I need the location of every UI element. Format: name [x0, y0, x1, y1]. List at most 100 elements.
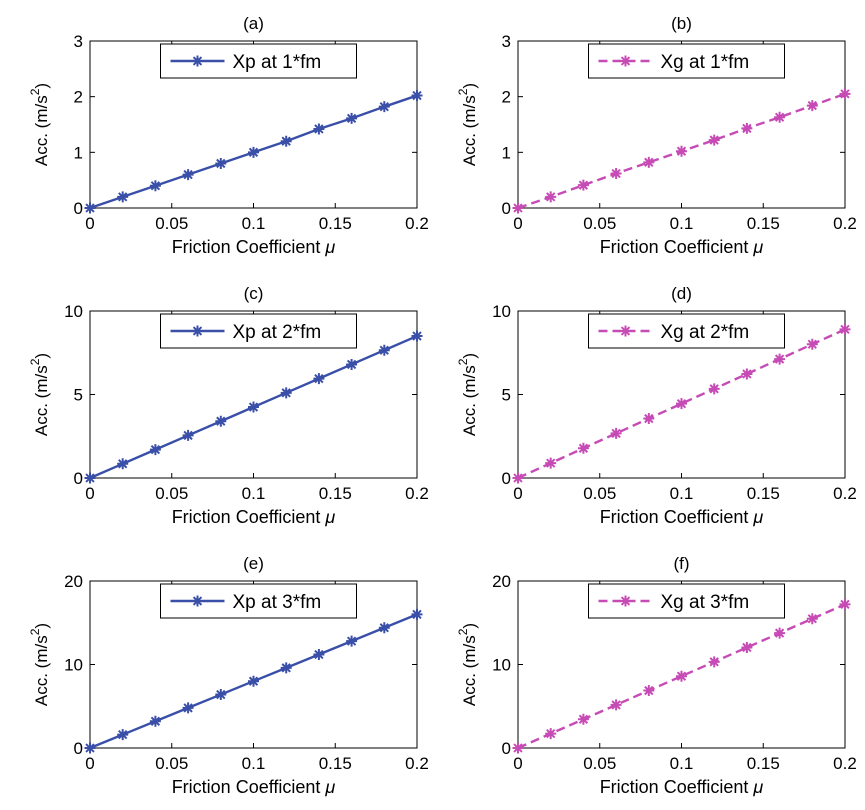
data-point — [84, 472, 96, 484]
y-axis-label: Acc. (m/s2) — [28, 83, 51, 166]
y-tick-label: 10 — [492, 656, 511, 675]
legend: Xg at 3*fm — [588, 583, 785, 619]
data-point — [806, 338, 818, 350]
legend-label: Xp at 2*fm — [233, 322, 322, 343]
data-point — [577, 179, 589, 191]
data-point — [411, 330, 423, 342]
data-point — [378, 622, 390, 634]
x-axis-label: Friction Coefficient μ — [600, 507, 764, 527]
data-point — [313, 373, 325, 385]
y-tick-label: 0 — [74, 199, 83, 218]
x-tick-label: 0 — [85, 214, 94, 233]
data-point — [280, 135, 292, 147]
data-point — [84, 742, 96, 754]
data-point — [643, 156, 655, 168]
legend-box — [160, 583, 357, 619]
y-tick-label: 0 — [74, 469, 83, 488]
data-point — [512, 742, 524, 754]
data-point — [708, 134, 720, 146]
y-axis-label: Acc. (m/s2) — [456, 623, 479, 706]
x-tick-label: 0.1 — [670, 484, 694, 503]
legend-marker — [192, 325, 203, 337]
y-tick-label: 3 — [74, 32, 83, 51]
legend: Xg at 1*fm — [588, 43, 785, 79]
y-axis-label: Acc. (m/s2) — [28, 353, 51, 436]
y-tick-label: 10 — [64, 302, 83, 321]
legend-marker — [192, 595, 203, 607]
data-point — [280, 387, 292, 399]
x-tick-label: 0.05 — [583, 484, 616, 503]
x-tick-label: 0.2 — [405, 214, 429, 233]
y-tick-label: 2 — [74, 88, 83, 107]
legend-label: Xp at 3*fm — [233, 592, 322, 613]
data-point — [149, 715, 161, 727]
data-point — [84, 202, 96, 214]
legend-label: Xp at 1*fm — [233, 52, 322, 73]
legend-marker — [620, 595, 631, 607]
chart-panel-c: (c) 0 0.05 0.1 0.15 0.2 0 5 10 Friction Coefficie… — [28, 284, 429, 527]
legend: Xp at 3*fm — [160, 583, 357, 619]
data-point — [610, 699, 622, 711]
y-tick-label: 10 — [64, 656, 83, 675]
chart-panel-e: (e) 0 0.05 0.1 0.15 0.2 0 10 20 Friction Coeffici… — [28, 554, 429, 797]
data-point — [577, 713, 589, 725]
x-axis-label: Friction Coefficient μ — [600, 237, 764, 257]
data-point — [676, 670, 687, 682]
y-tick-label: 1 — [502, 143, 511, 162]
data-point — [512, 472, 524, 484]
data-point — [774, 353, 786, 365]
x-tick-label: 0.2 — [833, 754, 857, 773]
chart-title: (a) — [243, 14, 264, 33]
data-point — [839, 323, 851, 335]
chart-title: (e) — [243, 554, 264, 573]
y-tick-label: 0 — [74, 739, 83, 758]
x-axis-label: Friction Coefficient μ — [172, 237, 336, 257]
series-line — [517, 328, 846, 480]
data-point — [610, 167, 622, 179]
data-point — [512, 202, 524, 214]
x-tick-label: 0.1 — [242, 754, 266, 773]
data-point — [839, 88, 851, 100]
x-tick-label: 0.1 — [242, 484, 266, 503]
x-tick-label: 0.05 — [155, 214, 188, 233]
x-tick-label: 0.05 — [583, 754, 616, 773]
x-tick-label: 0.1 — [670, 754, 694, 773]
data-point — [577, 442, 589, 454]
data-point — [545, 191, 557, 203]
data-point — [215, 157, 227, 169]
x-tick-label: 0.15 — [319, 214, 352, 233]
data-point — [545, 457, 557, 469]
data-point — [378, 101, 390, 113]
data-point — [346, 358, 358, 370]
data-point — [545, 728, 557, 740]
chart-panel-d: (d) 0 0.05 0.1 0.15 0.2 0 5 10 Friction Coefficie… — [456, 284, 857, 527]
x-tick-label: 0.05 — [155, 484, 188, 503]
y-tick-label: 0 — [502, 739, 511, 758]
y-tick-label: 0 — [502, 199, 511, 218]
y-tick-label: 5 — [74, 386, 83, 405]
x-tick-label: 0 — [513, 484, 522, 503]
x-tick-label: 0.1 — [242, 214, 266, 233]
y-tick-label: 1 — [74, 143, 83, 162]
data-point — [741, 122, 753, 134]
data-point — [378, 344, 390, 356]
data-point — [774, 627, 786, 639]
x-axis-label: Friction Coefficient μ — [600, 777, 764, 797]
x-tick-label: 0.2 — [405, 484, 429, 503]
legend-label: Xg at 3*fm — [661, 592, 750, 613]
legend-label: Xg at 1*fm — [661, 52, 750, 73]
y-tick-label: 5 — [502, 386, 511, 405]
data-point — [117, 729, 129, 741]
data-point — [806, 613, 818, 625]
legend: Xg at 2*fm — [588, 313, 785, 349]
x-tick-label: 0.2 — [405, 754, 429, 773]
y-axis-label: Acc. (m/s2) — [28, 623, 51, 706]
x-tick-label: 0.15 — [747, 754, 780, 773]
data-point — [248, 401, 259, 413]
data-point — [346, 112, 358, 124]
data-point — [313, 648, 325, 660]
legend: Xp at 2*fm — [160, 313, 357, 349]
chart-panel-b: (b) 0 0.05 0.1 0.15 0.2 0 1 2 3 Friction Coefficie… — [456, 14, 857, 257]
data-point — [182, 702, 194, 714]
